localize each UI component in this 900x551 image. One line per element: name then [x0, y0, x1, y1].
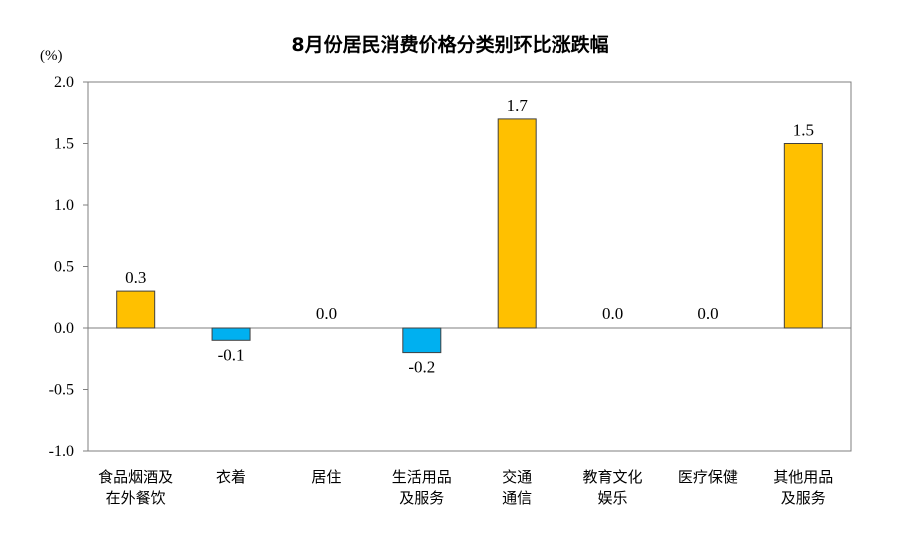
- x-category-label: 居住: [311, 468, 341, 486]
- bar: [402, 327, 442, 354]
- y-tick-label: -0.5: [49, 382, 74, 399]
- y-unit-label: (%): [40, 48, 63, 64]
- data-label: 0.0: [602, 304, 623, 323]
- x-category-label: 娱乐: [598, 489, 628, 507]
- bar: [783, 143, 823, 329]
- x-category-label: 医疗保健: [678, 468, 738, 486]
- y-tick-label: 1.5: [54, 136, 74, 153]
- x-category-label: 食品烟酒及: [98, 468, 173, 486]
- chart-title: 8月份居民消费价格分类别环比涨跌幅: [291, 34, 609, 56]
- x-category-label: 通信: [502, 489, 532, 507]
- x-category-label: 及服务: [781, 489, 826, 507]
- x-category-label: 教育文化: [583, 468, 643, 486]
- plot-border: [87, 81, 852, 452]
- data-label: 1.5: [793, 121, 814, 140]
- bar: [116, 290, 156, 329]
- y-tick-label: 0.5: [54, 259, 74, 276]
- data-label: 0.3: [125, 268, 146, 287]
- x-category-label: 在外餐饮: [106, 489, 166, 507]
- x-category-label: 交通: [502, 468, 532, 486]
- data-label: 0.0: [316, 304, 337, 323]
- y-tick-label: 0.0: [54, 320, 74, 337]
- x-category-label: 及服务: [399, 489, 444, 507]
- y-tick-label: 1.0: [54, 197, 74, 214]
- y-tick-label: -1.0: [49, 443, 74, 460]
- bar: [211, 327, 251, 341]
- data-label: 0.0: [697, 304, 718, 323]
- x-category-label: 生活用品: [392, 468, 452, 486]
- x-category-label: 其他用品: [773, 468, 833, 486]
- bar: [497, 118, 537, 329]
- data-label: -0.2: [408, 358, 435, 377]
- x-category-label: 衣着: [216, 468, 246, 486]
- y-tick-label: 2.0: [54, 74, 74, 91]
- data-label: -0.1: [218, 345, 245, 364]
- data-label: 1.7: [507, 96, 529, 115]
